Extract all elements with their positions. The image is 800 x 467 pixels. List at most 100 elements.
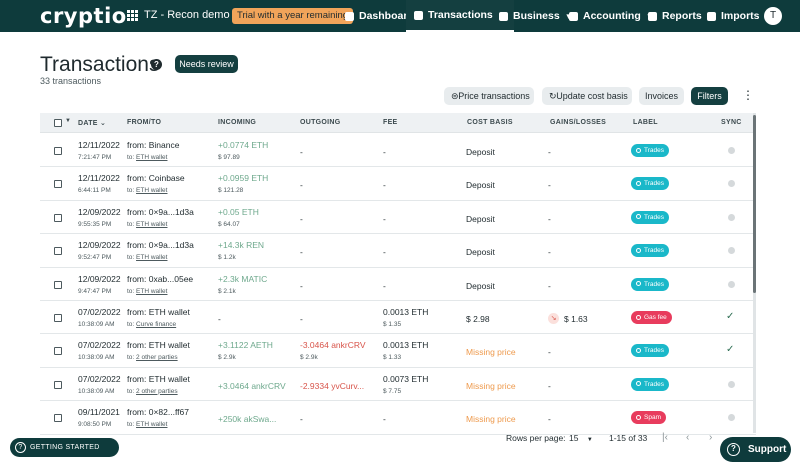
row-label-badge[interactable]: Trades: [631, 277, 669, 291]
row-date: 12/11/2022: [78, 140, 120, 150]
column-label: LABEL: [633, 119, 658, 126]
row-checkbox[interactable]: [54, 314, 62, 322]
row-to-link[interactable]: 2 other parties: [136, 387, 178, 395]
row-time: 9:47:47 PM: [78, 287, 112, 295]
row-incoming-usd: $ 2.1k: [218, 287, 236, 295]
row-checkbox[interactable]: [54, 147, 62, 155]
row-checkbox[interactable]: [54, 414, 62, 423]
row-fee: 0.0073 ETH: [383, 373, 429, 384]
row-to-link[interactable]: ETH wallet: [136, 421, 168, 429]
row-label-badge[interactable]: Trades: [631, 377, 669, 391]
chevron-down-icon[interactable]: ▼: [65, 118, 71, 124]
column-date[interactable]: DATE ⌄: [78, 119, 106, 127]
scrollbar-thumb[interactable]: [753, 115, 756, 293]
update-cost-basis-button[interactable]: ↻ Update cost basis: [542, 87, 632, 105]
row-to-link[interactable]: Curve finance: [136, 321, 177, 328]
nav-transactions[interactable]: Transactions ▼: [406, 0, 514, 32]
chevron-left-icon[interactable]: ‹: [686, 432, 690, 443]
needs-review-button[interactable]: Needs review: [175, 55, 238, 73]
kebab-icon[interactable]: ⋮: [742, 88, 754, 102]
row-to: to: ETH wallet: [127, 221, 167, 228]
nav-accounting-label: Accounting: [583, 10, 641, 22]
trial-badge[interactable]: Trial with a year remaining: [232, 8, 354, 24]
sync-pending-icon: [728, 414, 735, 422]
cryptio-logo[interactable]: cryptio: [40, 4, 127, 28]
row-checkbox[interactable]: [54, 347, 62, 356]
row-gains: -: [548, 213, 551, 224]
table-row[interactable]: 12/09/2022 9:55:35 PM from: 0×9a...1d3a to:…: [40, 201, 756, 235]
rows-per-page-select[interactable]: 15 ▼: [569, 433, 593, 443]
row-fee-usd: $ 7.75: [383, 387, 402, 395]
nav-business[interactable]: Business ▼: [497, 0, 575, 32]
row-checkbox[interactable]: [54, 180, 62, 189]
row-label-badge[interactable]: Spam: [631, 411, 666, 425]
row-incoming-usd: $ 1.2k: [218, 254, 236, 262]
table-row[interactable]: 07/02/2022 10:38:09 AM from: ETH wallet to:…: [40, 368, 756, 402]
row-to-link[interactable]: ETH wallet: [136, 254, 168, 262]
row-gains: -: [548, 180, 551, 191]
table-row[interactable]: 12/11/2022 7:21:47 PM from: Binance to: ETH…: [40, 134, 756, 168]
row-cost-basis: Deposit: [466, 280, 495, 291]
row-from: from: 0×82...ff67: [127, 407, 189, 418]
chevron-right-icon[interactable]: ›: [709, 432, 713, 443]
first-page-icon[interactable]: |‹: [662, 432, 668, 443]
row-checkbox[interactable]: [54, 213, 62, 222]
row-to-link[interactable]: ETH wallet: [136, 187, 168, 195]
nav-imports[interactable]: Imports: [705, 0, 762, 32]
table-row[interactable]: 12/09/2022 9:47:47 PM from: 0xab...05ee to:…: [40, 268, 756, 301]
table-row[interactable]: 09/11/2021 9:08:50 PM from: 0×82...ff67 to:…: [40, 401, 756, 435]
row-date: 07/02/2022: [78, 307, 121, 317]
invoices-button[interactable]: Invoices: [639, 87, 684, 105]
row-to-link[interactable]: ETH wallet: [136, 287, 168, 295]
row-label-badge[interactable]: Trades: [631, 344, 669, 358]
refresh-icon: ↻: [549, 91, 557, 101]
transactions-icon: [414, 10, 423, 20]
row-to-prefix: to:: [127, 254, 135, 262]
row-label-badge[interactable]: Trades: [631, 144, 669, 157]
update-cost-basis-label: Update cost basis: [556, 91, 628, 101]
select-all-checkbox[interactable]: [54, 119, 62, 127]
row-checkbox[interactable]: [54, 380, 62, 389]
row-label-badge[interactable]: Gas fee: [631, 311, 672, 324]
support-button[interactable]: ? Support: [720, 437, 791, 462]
row-checkbox[interactable]: [54, 280, 62, 289]
rows-per-page-label: Rows per page:: [506, 433, 566, 443]
nav-reports[interactable]: Reports: [646, 0, 704, 32]
workspace-selector[interactable]: TZ - Recon demo ▼: [127, 9, 244, 21]
column-sync: SYNC: [721, 119, 742, 126]
row-to-link[interactable]: ETH wallet: [136, 220, 168, 228]
tag-icon: [636, 247, 641, 253]
top-navigation-bar: cryptio TZ - Recon demo ▼ Trial with a y…: [0, 0, 800, 32]
row-date: 12/09/2022: [78, 240, 121, 251]
row-cost-basis: $ 2.98: [466, 314, 490, 324]
table-row[interactable]: 12/11/2022 6:44:11 PM from: Coinbase to: ET…: [40, 167, 756, 201]
table-row[interactable]: 07/02/2022 10:38:09 AM from: ETH wallet to:…: [40, 301, 756, 335]
row-incoming-usd: $ 64.07: [218, 220, 240, 228]
sync-pending-icon: [728, 280, 735, 288]
row-label-badge[interactable]: Trades: [631, 244, 669, 258]
table-row[interactable]: 12/09/2022 9:52:47 PM from: 0×9a...1d3a to:…: [40, 234, 756, 268]
row-incoming: +0.0774 ETH: [218, 140, 269, 150]
row-incoming: +2.3k MATIC: [218, 273, 268, 284]
row-label-badge[interactable]: Trades: [631, 177, 669, 191]
row-label-badge[interactable]: Trades: [631, 210, 669, 224]
row-to-link[interactable]: ETH wallet: [136, 154, 168, 161]
row-checkbox[interactable]: [54, 247, 62, 256]
row-to-link[interactable]: 2 other parties: [136, 354, 178, 362]
getting-started-label: GETTING STARTED: [30, 444, 100, 451]
nav-accounting[interactable]: Accounting ▼: [567, 0, 656, 32]
table-scrollbar[interactable]: [753, 113, 756, 433]
nav-dashboard[interactable]: Dashboard: [343, 0, 416, 32]
row-time: 9:08:50 PM: [78, 421, 112, 429]
filters-button[interactable]: Filters: [691, 87, 728, 105]
row-fee: -: [383, 280, 386, 291]
column-gains-losses: GAINS/LOSSES: [550, 119, 607, 126]
row-fee-usd: $ 1.35: [383, 321, 402, 328]
user-avatar[interactable]: T: [764, 7, 782, 25]
getting-started-button[interactable]: ? GETTING STARTED: [10, 438, 119, 457]
row-label-text: Spam: [644, 414, 661, 422]
table-row[interactable]: 07/02/2022 10:38:09 AM from: ETH wallet to:…: [40, 334, 756, 368]
trend-down-icon: ↘: [548, 313, 559, 324]
price-transactions-button[interactable]: ⊜ Price transactions: [444, 87, 534, 105]
help-circle-icon[interactable]: ?: [151, 59, 162, 70]
